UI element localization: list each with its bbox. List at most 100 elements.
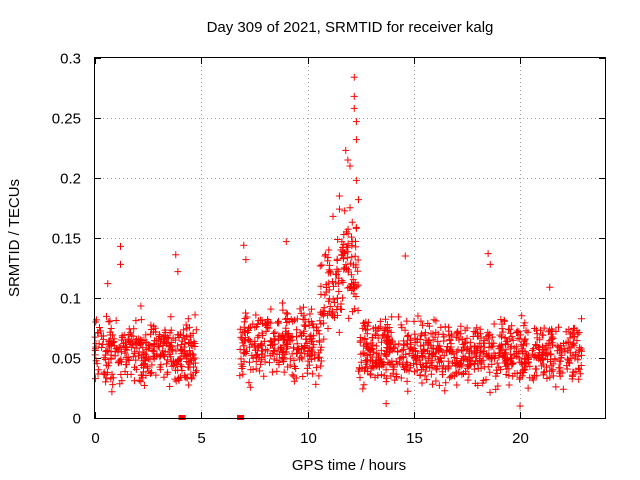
- data-point: [473, 324, 481, 332]
- data-point: [342, 146, 350, 154]
- data-point: [392, 370, 400, 378]
- data-point: [463, 334, 471, 342]
- data-point: [103, 374, 111, 382]
- data-point: [404, 387, 412, 395]
- data-point: [326, 267, 334, 275]
- data-point: [334, 236, 342, 244]
- data-point: [91, 375, 99, 383]
- data-point: [535, 353, 543, 361]
- data-point: [177, 361, 185, 369]
- data-point: [453, 358, 461, 366]
- data-point: [488, 339, 496, 347]
- data-point: [524, 353, 532, 361]
- data-point: [507, 342, 515, 350]
- data-point: [340, 230, 348, 238]
- data-point: [389, 363, 397, 371]
- data-point: [132, 335, 140, 343]
- data-point: [478, 358, 486, 366]
- data-point: [286, 355, 294, 363]
- data-point: [453, 329, 461, 337]
- data-point: [327, 269, 335, 277]
- data-point: [513, 353, 521, 361]
- data-point: [258, 342, 266, 350]
- data-point: [267, 337, 275, 345]
- data-point: [340, 241, 348, 249]
- data-point: [484, 250, 492, 258]
- data-point: [333, 256, 341, 264]
- data-point: [411, 339, 419, 347]
- data-point: [563, 365, 571, 373]
- data-point: [480, 363, 488, 371]
- data-point: [515, 348, 523, 356]
- data-point: [161, 328, 169, 336]
- data-point: [547, 330, 555, 338]
- data-point: [316, 317, 324, 325]
- data-point: [435, 358, 443, 366]
- data-point: [130, 377, 138, 385]
- data-point: [521, 354, 529, 362]
- data-point: [277, 344, 285, 352]
- data-point: [256, 367, 264, 375]
- data-point: [552, 383, 560, 391]
- data-point: [434, 330, 442, 338]
- data-point: [106, 317, 114, 325]
- data-point: [325, 286, 333, 294]
- data-point: [339, 294, 347, 302]
- data-point: [458, 335, 466, 343]
- x-tick-label: 5: [197, 430, 205, 447]
- data-point: [362, 341, 370, 349]
- data-point: [492, 385, 500, 393]
- data-point: [302, 322, 310, 330]
- data-point: [410, 317, 418, 325]
- data-point: [273, 319, 281, 327]
- data-point: [386, 336, 394, 344]
- data-point: [94, 329, 102, 337]
- data-point: [433, 366, 441, 374]
- data-point: [344, 225, 352, 233]
- data-point: [539, 360, 547, 368]
- data-point: [414, 312, 422, 320]
- data-point: [152, 328, 160, 336]
- data-point: [399, 353, 407, 361]
- data-point: [243, 313, 251, 321]
- data-point: [335, 274, 343, 282]
- data-point: [461, 326, 469, 334]
- data-point: [350, 73, 358, 81]
- data-point: [185, 381, 193, 389]
- data-point: [439, 371, 447, 379]
- data-point: [382, 337, 390, 345]
- data-point: [448, 332, 456, 340]
- data-point: [288, 333, 296, 341]
- data-point: [575, 375, 583, 383]
- data-point: [192, 368, 200, 376]
- data-point: [518, 345, 526, 353]
- data-point: [353, 283, 361, 291]
- data-point: [562, 328, 570, 336]
- data-point: [104, 348, 112, 356]
- data-point: [367, 339, 375, 347]
- data-point: [434, 342, 442, 350]
- data-point: [167, 358, 175, 366]
- data-point: [326, 303, 334, 311]
- data-point: [458, 362, 466, 370]
- data-point: [317, 343, 325, 351]
- data-point: [348, 233, 356, 241]
- data-point: [480, 343, 488, 351]
- data-point: [560, 344, 568, 352]
- data-point: [174, 268, 182, 276]
- data-point: [293, 326, 301, 334]
- data-point: [335, 328, 343, 336]
- data-point: [482, 376, 490, 384]
- data-point: [372, 342, 380, 350]
- data-point: [116, 344, 124, 352]
- data-point: [310, 324, 318, 332]
- data-point: [133, 344, 141, 352]
- data-point: [183, 358, 191, 366]
- data-point: [237, 333, 245, 341]
- data-point: [422, 367, 430, 375]
- data-point: [382, 400, 390, 408]
- data-point: [174, 374, 182, 382]
- data-point: [427, 330, 435, 338]
- data-point: [312, 380, 320, 388]
- data-point: [274, 332, 282, 340]
